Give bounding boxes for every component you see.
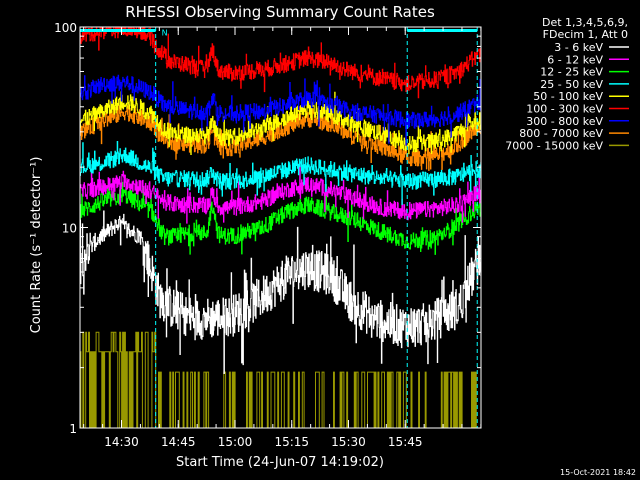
legend-label-7: 800 - 7000 keV [519, 127, 603, 140]
y-tick-label-10: 10 [62, 222, 77, 236]
legend-label-5: 100 - 300 keV [526, 103, 603, 116]
series-line-25-50-kev [80, 141, 481, 205]
x-tick-label-1515: 15:15 [274, 435, 309, 449]
x-tick-label-1430: 14:30 [104, 435, 139, 449]
legend-label-4: 50 - 100 keV [533, 90, 603, 103]
x-axis-label: Start Time (24-Jun-07 14:19:02) [176, 455, 384, 470]
series-line-7000-15000-kev [80, 331, 481, 428]
legend-label-6: 300 - 800 keV [526, 115, 603, 128]
series-line-100-300-kev [80, 27, 481, 99]
legend-label-8: 7000 - 15000 keV [505, 139, 603, 152]
x-tick-label-1445: 14:45 [161, 435, 196, 449]
series-line-800-7000-kev [80, 103, 481, 171]
x-tick-label-1545: 15:45 [388, 435, 423, 449]
series-layer [80, 27, 481, 428]
x-tick-label-1530: 15:30 [331, 435, 366, 449]
x-tick-label-1500: 15:00 [218, 435, 253, 449]
series-line-300-800-kev [80, 74, 481, 146]
legend-label-0: 3 - 6 keV [554, 41, 603, 54]
legend-header-0: Det 1,3,4,5,6,9, [542, 16, 628, 29]
legend-label-1: 6 - 12 keV [547, 53, 603, 66]
y-tick-label-100: 100 [54, 21, 77, 35]
axis-layer: 1 10 100 14:30 14:45 15:00 15:15 15:30 15:45 [54, 21, 482, 449]
overlay-layer: N [80, 27, 478, 428]
legend-header-1: FDecim 1, Att 0 [543, 28, 628, 41]
legend-label-2: 12 - 25 keV [540, 66, 603, 79]
legend-label-3: 25 - 50 keV [540, 78, 603, 91]
flag-marker-0: N [162, 29, 168, 38]
series-line-50-100-kev [80, 91, 481, 155]
chart-title: RHESSI Observing Summary Count Rates [125, 3, 435, 21]
legend: Det 1,3,4,5,6,9,FDecim 1, Att 03 - 6 keV… [505, 16, 629, 152]
y-tick-label-1: 1 [69, 422, 77, 436]
y-axis-label: Count Rate (s⁻¹ detector⁻¹) [29, 157, 44, 334]
generation-timestamp: 15-Oct-2021 18:42 [560, 468, 636, 477]
series-line-6-12-kev [80, 162, 481, 224]
series-line-3-6-kev [80, 210, 481, 374]
